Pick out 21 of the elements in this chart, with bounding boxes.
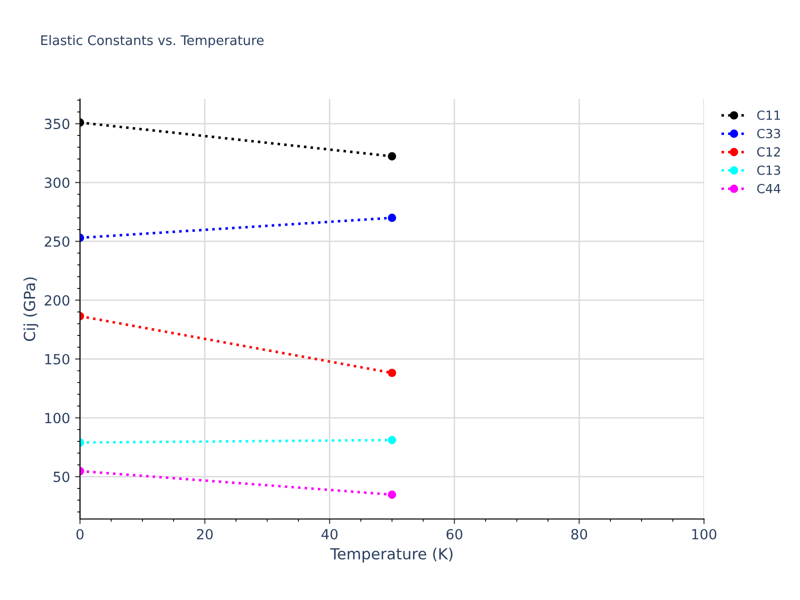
y-axis-title: Cij (GPa) bbox=[23, 277, 38, 341]
legend-label: C12 bbox=[757, 147, 780, 157]
legend-label: C11 bbox=[757, 110, 780, 120]
legend-label: C13 bbox=[757, 166, 780, 175]
x-tick-label: 60 bbox=[446, 528, 462, 540]
y-tick-label: 250 bbox=[44, 236, 70, 247]
y-tick-label: 300 bbox=[44, 178, 70, 188]
y-tick-label: 350 bbox=[44, 118, 70, 130]
y-tick-label: 150 bbox=[45, 354, 70, 364]
legend-label: C33 bbox=[757, 128, 780, 138]
y-tick-label: 200 bbox=[44, 295, 70, 306]
x-tick-label: 0 bbox=[76, 528, 84, 540]
y-tick-label: 100 bbox=[45, 412, 70, 424]
x-tick-label: 100 bbox=[692, 528, 716, 540]
x-axis-title: Temperature (K) bbox=[330, 548, 452, 563]
legend-label: C44 bbox=[757, 184, 780, 194]
chart-title: Elastic Constants vs. Temperature bbox=[41, 34, 264, 48]
y-tick-label: 50 bbox=[54, 472, 70, 482]
x-tick-label: 80 bbox=[571, 528, 588, 540]
x-tick-label: 40 bbox=[321, 528, 338, 540]
x-tick-label: 20 bbox=[196, 528, 213, 540]
